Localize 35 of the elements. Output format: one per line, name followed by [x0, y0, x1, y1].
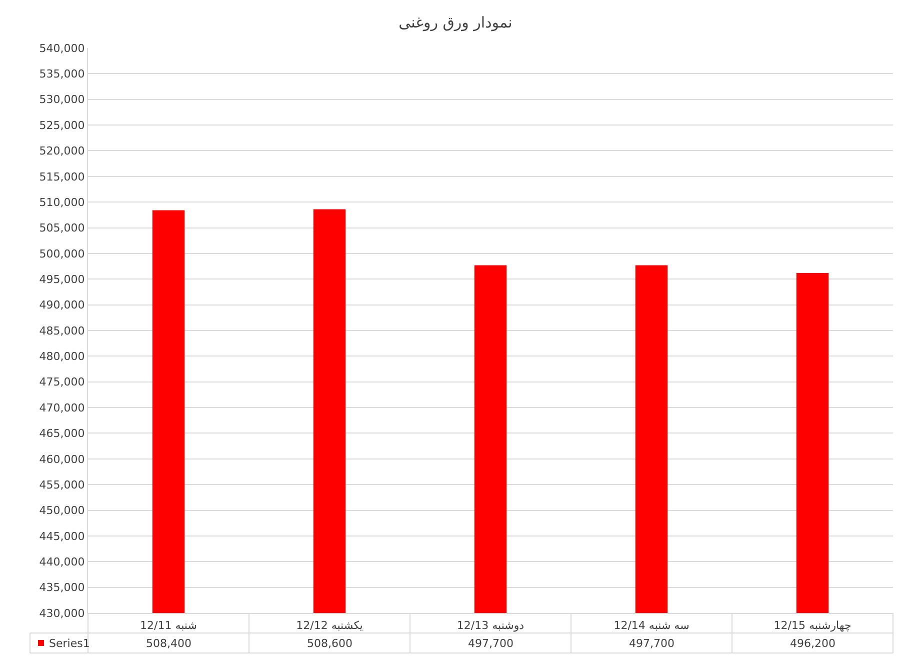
- data-label: 497,700: [468, 637, 514, 650]
- y-tick-label: 520,000: [39, 144, 85, 158]
- y-tick-label: 455,000: [39, 478, 85, 492]
- y-tick-label: 465,000: [39, 427, 85, 440]
- y-tick-label: 500,000: [39, 247, 85, 260]
- x-tick-label: 12/14 سه شنبه: [614, 619, 690, 632]
- x-tick-label: 12/11 شنبه: [140, 619, 197, 632]
- y-tick-label: 470,000: [39, 401, 85, 414]
- data-label: 508,400: [146, 637, 192, 650]
- chart-title: نمودار ورق روغنی: [398, 13, 512, 32]
- data-label: 497,700: [629, 637, 674, 650]
- y-tick-label: 510,000: [39, 196, 85, 209]
- y-tick-label: 460,000: [39, 452, 85, 466]
- y-tick-label: 475,000: [39, 376, 85, 389]
- y-tick-label: 495,000: [39, 272, 85, 286]
- y-tick-label: 540,000: [39, 42, 85, 55]
- x-tick-label: 12/15 چهارشنبه: [774, 619, 852, 632]
- y-tick-label: 535,000: [39, 68, 85, 81]
- y-tick-label: 430,000: [39, 606, 85, 620]
- x-tick-label: 12/12 یکشنبه: [296, 619, 363, 632]
- x-tick-label: 12/13 دوشنبه: [456, 619, 524, 632]
- y-tick-label: 505,000: [39, 222, 85, 235]
- legend-label: Series1: [49, 637, 90, 650]
- y-tick-label: 485,000: [39, 324, 85, 338]
- y-tick-label: 440,000: [39, 555, 85, 568]
- y-tick-label: 490,000: [39, 298, 85, 312]
- data-label: 508,600: [307, 637, 352, 650]
- data-label: 496,200: [790, 637, 836, 650]
- y-tick-label: 515,000: [39, 170, 85, 184]
- y-tick-label: 445,000: [39, 530, 85, 543]
- y-tick-label: 480,000: [39, 350, 85, 364]
- y-tick-label: 530,000: [39, 93, 85, 106]
- y-tick-label: 450,000: [39, 504, 85, 518]
- y-tick-label: 435,000: [39, 581, 85, 594]
- y-tick-label: 525,000: [39, 118, 85, 132]
